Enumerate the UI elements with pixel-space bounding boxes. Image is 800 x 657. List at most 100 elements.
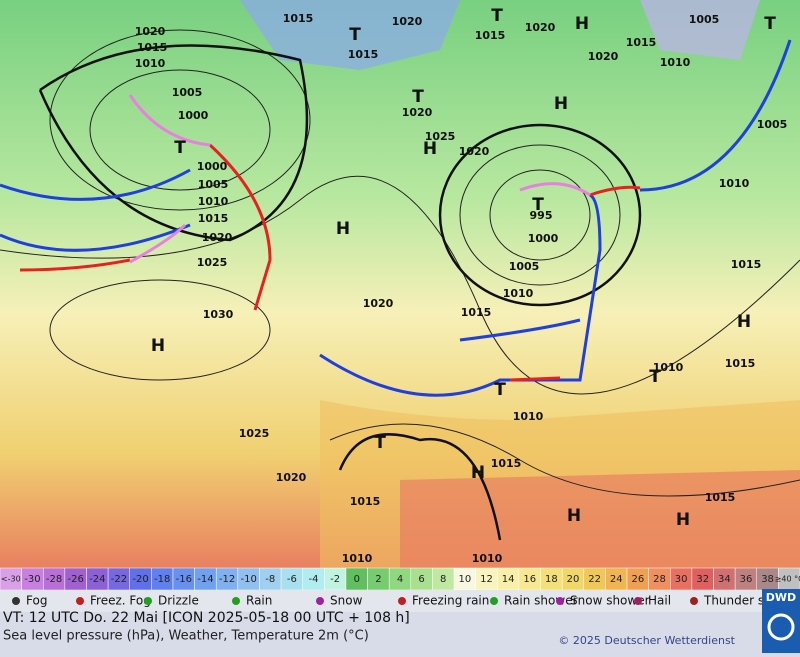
- scale-label: -30: [24, 574, 40, 585]
- scale-label: -22: [111, 574, 127, 585]
- isobar-label: 1020: [392, 15, 423, 28]
- scale-label: 24: [610, 574, 623, 585]
- scale-label: 32: [696, 574, 709, 585]
- weather-label: Rain shower: [504, 594, 578, 608]
- scale-label: 0: [354, 574, 360, 585]
- isobar-label: 1010: [198, 195, 229, 208]
- isobar-label: 1025: [239, 427, 270, 440]
- weather-icon: [144, 597, 152, 605]
- isobar-label: 1010: [660, 56, 691, 69]
- isobar-label: 1015: [350, 495, 381, 508]
- pressure-center: T: [349, 25, 361, 45]
- isobar-label: 1015: [198, 212, 229, 225]
- cold-area: [240, 0, 460, 70]
- isobar-label: 1005: [689, 13, 720, 26]
- scale-label: -4: [309, 574, 319, 585]
- weather-icon: [490, 597, 498, 605]
- isobar-label: 995: [530, 209, 553, 222]
- pressure-center: H: [575, 14, 589, 34]
- cold-front: [0, 168, 191, 201]
- isobars: [0, 29, 800, 497]
- weather-icon: [398, 597, 406, 605]
- weather-label: Freez. Fog: [90, 594, 151, 608]
- pressure-center: T: [649, 367, 661, 387]
- isobar-label: 1020: [363, 297, 394, 310]
- hot-area: [400, 470, 800, 568]
- cold-front: [0, 223, 191, 252]
- weather-icon: [690, 597, 698, 605]
- isobar-label: 1015: [283, 12, 314, 25]
- weather-icon: [556, 597, 564, 605]
- isobar-label: 1010: [719, 177, 750, 190]
- scale-label: -16: [176, 574, 192, 585]
- scale-label: -24: [89, 574, 105, 585]
- pressure-center: T: [764, 14, 776, 34]
- scale-label: 14: [502, 574, 515, 585]
- scale-label: -26: [68, 574, 84, 585]
- scale-label: 36: [740, 574, 753, 585]
- isobar-label: 1020: [588, 50, 619, 63]
- isobar-label: 1015: [137, 41, 168, 54]
- weather-icon: [232, 597, 240, 605]
- isobar-label: 1000: [528, 232, 559, 245]
- isobar-label: 1015: [461, 306, 492, 319]
- isobar-label: 1030: [203, 308, 234, 321]
- isobar-label: 1020: [459, 145, 490, 158]
- pressure-center: H: [676, 510, 690, 530]
- isobar-label: 1025: [197, 256, 228, 269]
- occlusion: [128, 94, 591, 264]
- scale-label: -2: [330, 574, 340, 585]
- warm-front: [509, 185, 641, 382]
- pressure-center: H: [737, 312, 751, 332]
- scale-label: 4: [397, 574, 403, 585]
- pressure-center: T: [494, 380, 506, 400]
- cold-front: [639, 39, 792, 192]
- scale-label: 10: [458, 574, 471, 585]
- description: Sea level pressure (hPa), Weather, Tempe…: [3, 629, 369, 644]
- weather-label: Rain: [246, 594, 272, 608]
- scale-label: 12: [480, 574, 493, 585]
- scale-label: 8: [440, 574, 446, 585]
- isobar-label: 1005: [757, 118, 788, 131]
- pressure-center: T: [374, 433, 386, 453]
- scale-label: -8: [265, 574, 275, 585]
- isobar-label: 1015: [731, 258, 762, 271]
- scale-label: 26: [631, 574, 644, 585]
- isobar-label: 1015: [475, 29, 506, 42]
- valid-time: VT: 12 UTC Do. 22 Mai [ICON 2025-05-18 0…: [3, 610, 410, 626]
- isobar-label: 1015: [725, 357, 756, 370]
- pressure-center: T: [174, 138, 186, 158]
- weather-label: Drizzle: [158, 594, 199, 608]
- scale-label: 30: [675, 574, 688, 585]
- weather-icon: [12, 597, 20, 605]
- weather-legend-bg: [0, 590, 762, 612]
- weather-label: Hail: [648, 594, 671, 608]
- scale-label: 6: [418, 574, 424, 585]
- scale-label: -18: [154, 574, 170, 585]
- scale-label: ≥40 °C: [775, 575, 800, 584]
- weather-icon: [76, 597, 84, 605]
- scale-label: <-30: [1, 575, 21, 584]
- isobar-label: 1020: [135, 25, 166, 38]
- weather-label: Snow shower: [570, 594, 650, 608]
- pressure-center: T: [491, 6, 503, 26]
- scale-label: 2: [375, 574, 381, 585]
- isobar-label: 1020: [276, 471, 307, 484]
- isobar-label: 1005: [198, 178, 229, 191]
- pressure-center: H: [423, 139, 437, 159]
- scale-label: -6: [287, 574, 297, 585]
- isobar-label: 1025: [425, 130, 456, 143]
- scale-label: -12: [219, 574, 235, 585]
- weather-icon: [634, 597, 642, 605]
- scale-label: 22: [588, 574, 601, 585]
- scale-label: 20: [567, 574, 580, 585]
- cold-front: [459, 318, 581, 342]
- pressure-center: H: [554, 94, 568, 114]
- scale-label: -28: [46, 574, 62, 585]
- weather-label: Fog: [26, 594, 47, 608]
- isobar-label: 1010: [135, 57, 166, 70]
- weather-label: Snow: [330, 594, 363, 608]
- isobar-label: 1005: [509, 260, 540, 273]
- isobar-label: 1015: [491, 457, 522, 470]
